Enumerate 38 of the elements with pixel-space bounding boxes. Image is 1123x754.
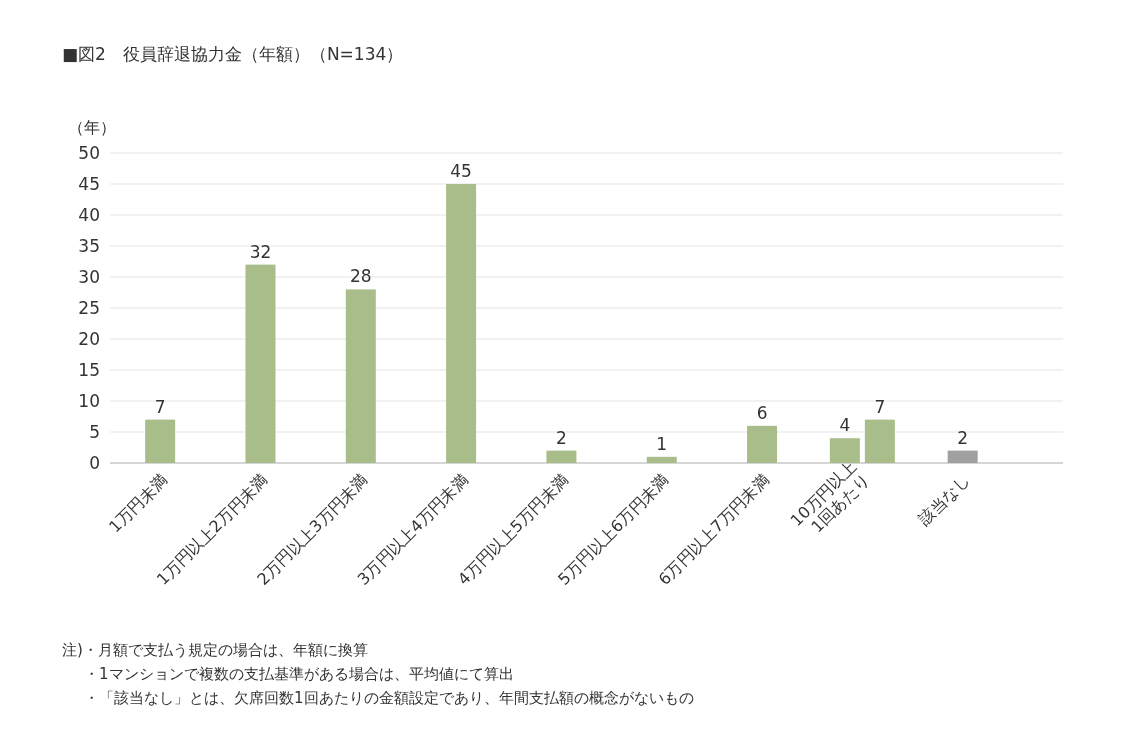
data-label: 1 <box>656 433 668 454</box>
x-tick-label: 1万円未満 <box>105 470 171 537</box>
bar <box>546 450 577 463</box>
bar <box>864 419 895 463</box>
y-tick-label: 50 <box>78 143 100 163</box>
bar <box>345 289 376 463</box>
data-label: 28 <box>349 266 372 287</box>
y-axis-title: （年） <box>68 118 116 137</box>
data-label: 6 <box>756 402 768 423</box>
text: 注)・月額で支払う規定の場合は、年額に換算 <box>62 641 368 659</box>
bar <box>747 425 778 463</box>
y-tick-label: 5 <box>89 422 100 442</box>
data-label: 45 <box>450 161 472 181</box>
bar <box>646 456 677 463</box>
x-tick-label: 該当なし <box>914 470 974 530</box>
chart-title: ■図2 役員辞退協力金（年額）（N=134） <box>62 44 404 64</box>
data-label: 7 <box>874 396 886 417</box>
y-tick-label: 15 <box>78 360 100 380</box>
bar <box>947 450 978 463</box>
data-label: 32 <box>249 241 272 262</box>
y-tick-label: 30 <box>78 267 100 287</box>
data-label: 4 <box>839 415 851 436</box>
y-tick-label: 35 <box>78 236 100 256</box>
bar <box>145 419 176 463</box>
text: ・「該当なし」とは、欠席回数1回あたりの金額設定であり、年間支払額の概念がないもの <box>84 689 694 707</box>
text: ・1マンションで複数の支払基準がある場合は、平均値にて算出 <box>84 665 514 683</box>
bar <box>446 184 477 463</box>
y-tick-label: 0 <box>89 453 100 473</box>
y-tick-label: 45 <box>78 174 100 194</box>
x-tick-label: 10万円以上 1回あたり <box>786 456 874 537</box>
bar <box>245 264 276 463</box>
y-tick-label: 20 <box>78 329 100 349</box>
data-label: 2 <box>556 427 567 448</box>
data-label: 7 <box>154 396 166 417</box>
data-label: 2 <box>957 427 969 448</box>
y-tick-label: 25 <box>78 298 100 318</box>
y-tick-label: 10 <box>78 391 100 411</box>
y-tick-label: 40 <box>78 205 100 225</box>
